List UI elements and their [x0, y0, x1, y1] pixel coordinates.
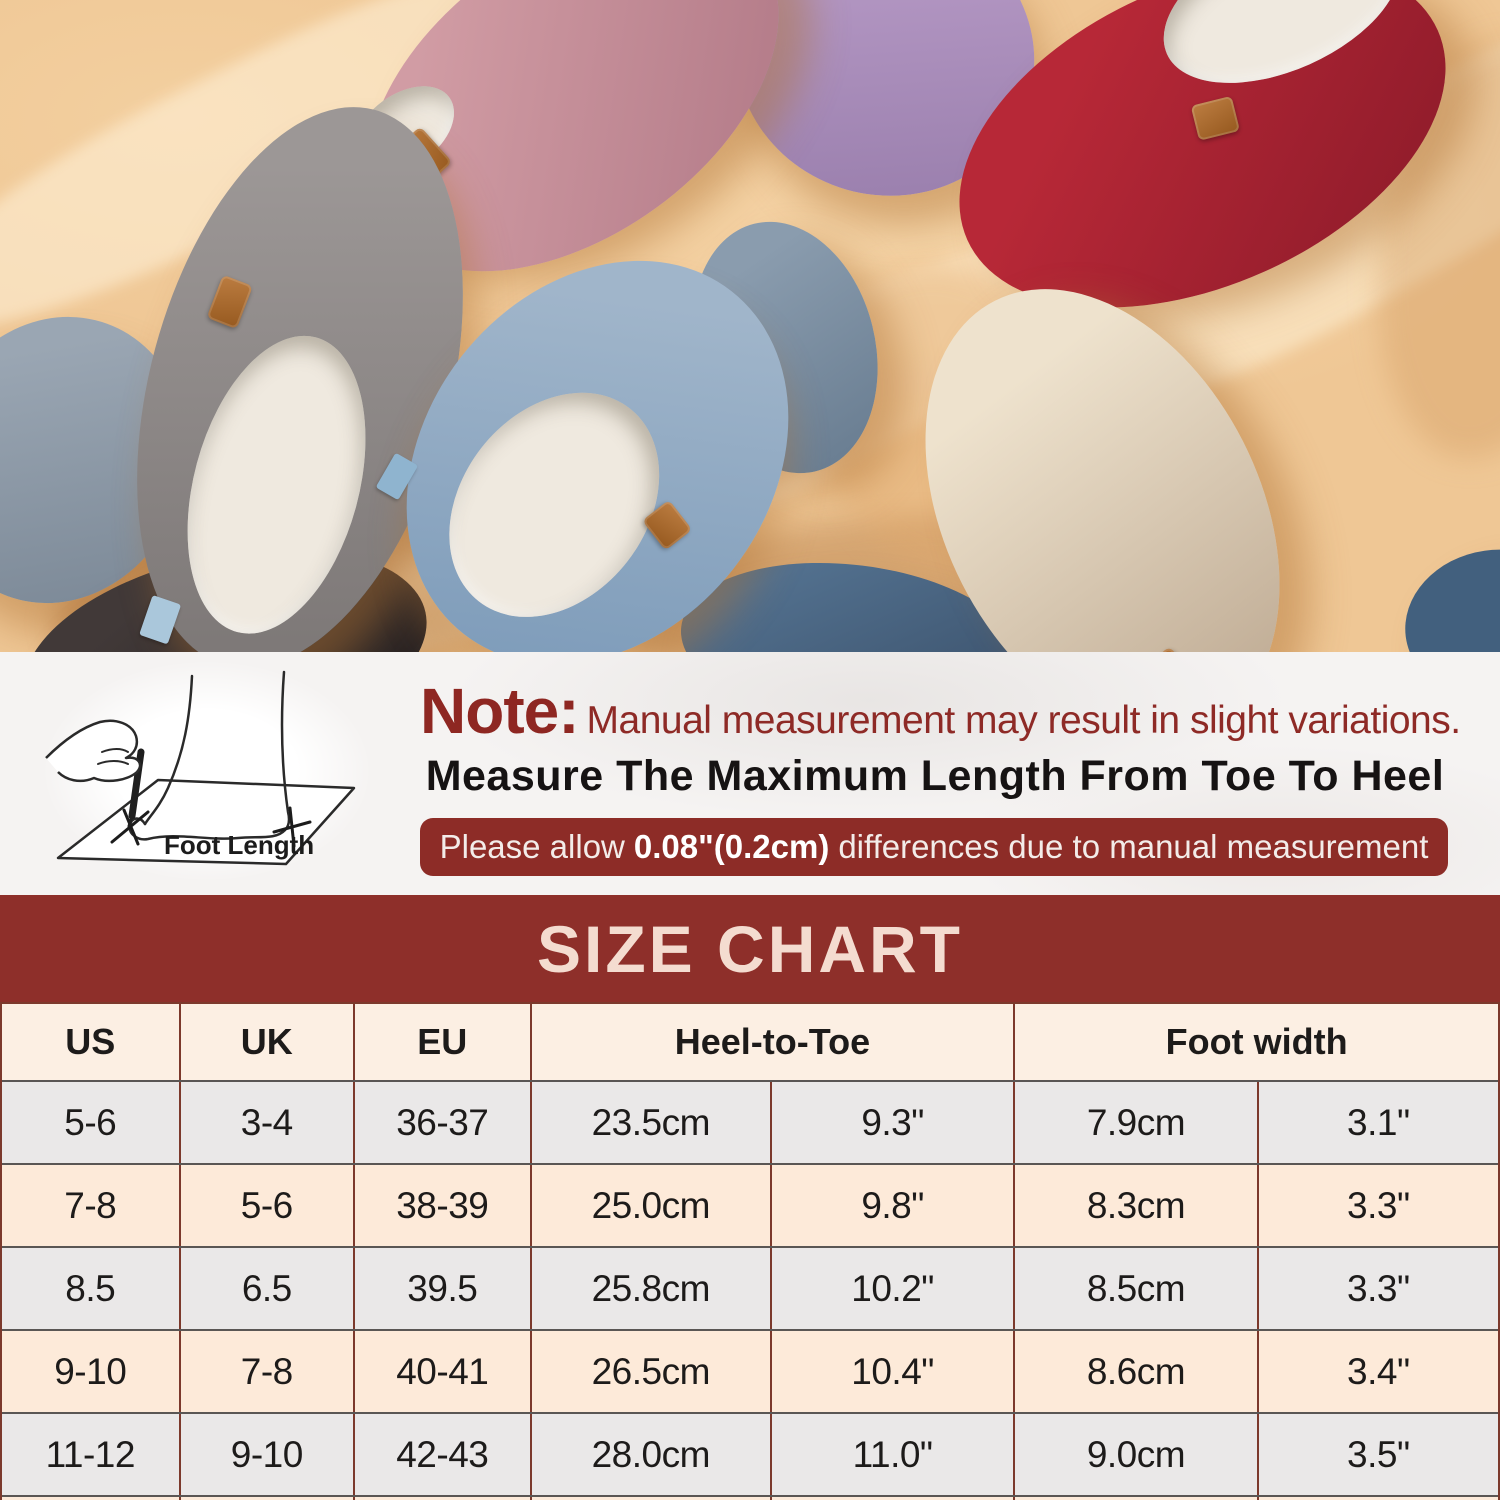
cell-eu: 39.5	[353, 1248, 530, 1329]
note-subheading: Manual measurement may result in slight …	[586, 699, 1462, 742]
column-header-us: US	[65, 1021, 116, 1062]
cell-heel-in: 10.4"	[769, 1331, 1013, 1412]
cell-us: 8.5	[65, 1267, 116, 1309]
banner-prefix: Please allow	[439, 828, 625, 865]
column-header-foot-width: Foot width	[1013, 1004, 1498, 1080]
cell-uk: 3-4	[178, 1082, 354, 1163]
table-row: 9-10 7-8 40-41 26.5cm 10.4" 8.6cm 3.4"	[2, 1329, 1498, 1412]
foot-measure-illustration: Foot Length	[42, 660, 372, 882]
cell-heel-cm: 23.5cm	[529, 1082, 770, 1163]
note-heading: Note:	[420, 675, 580, 747]
table-row: 11-12 9-10 42-43 28.0cm 11.0" 9.0cm 3.5"	[2, 1412, 1498, 1495]
cell-width-cm: 8.3cm	[1013, 1165, 1256, 1246]
measure-instruction: Measure The Maximum Length From Toe To H…	[425, 752, 1445, 800]
measurement-note-section: Foot Length Note: Manual measurement may…	[0, 652, 1500, 895]
cell-uk: 9-10	[178, 1414, 354, 1495]
cell-heel-cm: 25.0cm	[529, 1165, 770, 1246]
size-chart-band: SIZE CHART	[0, 895, 1500, 1002]
cell-eu: 36-37	[353, 1082, 530, 1163]
cell-heel-in: 10.2"	[769, 1248, 1013, 1329]
cell-heel-in: 9.3"	[769, 1082, 1013, 1163]
cell-uk: 7-8	[178, 1331, 354, 1412]
cell-eu: 40-41	[353, 1331, 530, 1412]
cell-us: 11-12	[45, 1433, 136, 1475]
cell-heel-cm: 28.0cm	[529, 1414, 770, 1495]
fleece-lining	[1139, 0, 1425, 116]
size-chart-title: SIZE CHART	[537, 911, 963, 986]
table-row-cutoff	[2, 1495, 1498, 1500]
column-header-uk: UK	[178, 1004, 354, 1080]
cell-width-cm: 8.6cm	[1013, 1331, 1256, 1412]
note-headline: Note: Manual measurement may result in s…	[420, 674, 1461, 748]
cell-heel-cm: 26.5cm	[529, 1331, 770, 1412]
cell-width-cm: 8.5cm	[1013, 1248, 1256, 1329]
size-chart-table: US UK EU Heel-to-Toe Foot width 5-6 3-4 …	[0, 1002, 1500, 1500]
cell-uk: 5-6	[178, 1165, 354, 1246]
slipper-brand-tag	[206, 274, 253, 330]
cell-us: 7-8	[64, 1184, 117, 1226]
cell-width-in: 3.5"	[1256, 1414, 1498, 1495]
foot-length-label: Foot Length	[164, 830, 314, 860]
foot-measure-drawing: Foot Length	[45, 670, 356, 866]
cell-heel-in: 9.8"	[769, 1165, 1013, 1246]
table-row: 5-6 3-4 36-37 23.5cm 9.3" 7.9cm 3.1"	[2, 1080, 1498, 1163]
cell-width-in: 3.1"	[1256, 1082, 1498, 1163]
cell-width-in: 3.3"	[1256, 1248, 1498, 1329]
table-header-row: US UK EU Heel-to-Toe Foot width	[2, 1002, 1498, 1080]
cell-width-cm: 7.9cm	[1013, 1082, 1256, 1163]
cell-heel-cm: 25.8cm	[529, 1248, 770, 1329]
banner-tolerance-value: 0.08"(0.2cm)	[633, 828, 830, 865]
cell-width-in: 3.3"	[1256, 1165, 1498, 1246]
cell-heel-in: 11.0"	[769, 1414, 1013, 1495]
cell-uk: 6.5	[178, 1248, 354, 1329]
column-header-heel-to-toe: Heel-to-Toe	[529, 1004, 1014, 1080]
banner-suffix: differences due to manual measurement	[838, 828, 1429, 865]
slipper-brand-tag	[1190, 95, 1241, 141]
cell-us: 9-10	[54, 1350, 127, 1392]
tolerance-banner: Please allow 0.08"(0.2cm) differences du…	[420, 818, 1448, 876]
cell-eu: 42-43	[353, 1414, 530, 1495]
table-row: 7-8 5-6 38-39 25.0cm 9.8" 8.3cm 3.3"	[2, 1163, 1498, 1246]
cell-width-in: 3.4"	[1256, 1331, 1498, 1412]
column-header-eu: EU	[353, 1004, 530, 1080]
fleece-lining	[405, 351, 703, 652]
slipper-navy-corner	[1395, 538, 1500, 652]
cell-width-cm: 9.0cm	[1013, 1414, 1256, 1495]
table-row: 8.5 6.5 39.5 25.8cm 10.2" 8.5cm 3.3"	[2, 1246, 1498, 1329]
cell-eu: 38-39	[353, 1165, 530, 1246]
slippers-photo	[0, 0, 1500, 652]
cell-us: 5-6	[64, 1101, 117, 1143]
